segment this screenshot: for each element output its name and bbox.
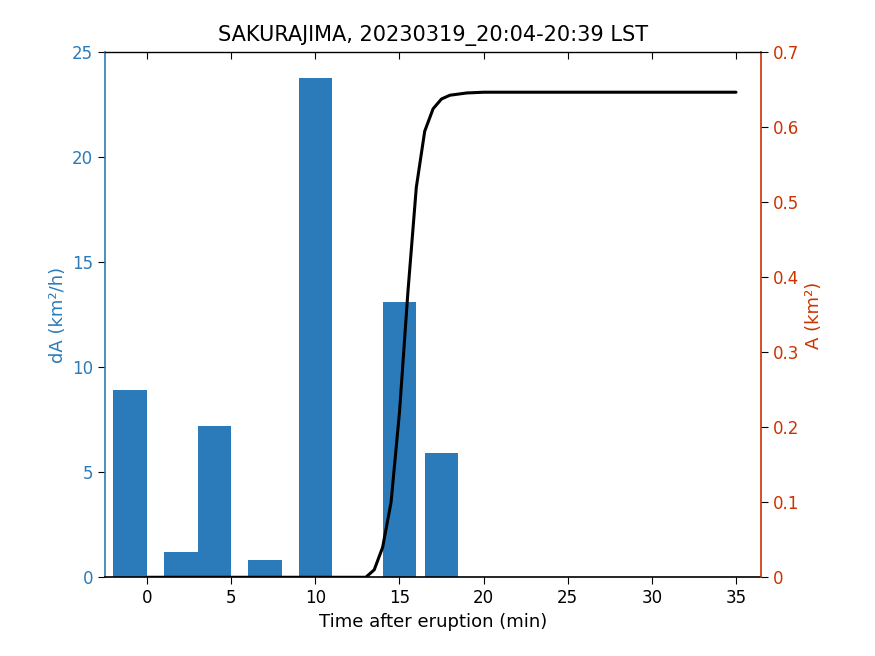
Y-axis label: A (km²): A (km²) — [805, 281, 823, 348]
Bar — [198, 426, 231, 577]
Bar — [298, 77, 332, 577]
Title: SAKURAJIMA, 20230319_20:04-20:39 LST: SAKURAJIMA, 20230319_20:04-20:39 LST — [218, 26, 648, 47]
Bar — [424, 453, 458, 577]
Bar — [114, 390, 147, 577]
X-axis label: Time after eruption (min): Time after eruption (min) — [319, 613, 547, 630]
Bar — [164, 552, 198, 577]
Bar — [248, 560, 282, 577]
Bar — [382, 302, 416, 577]
Y-axis label: dA (km²/h): dA (km²/h) — [48, 267, 66, 363]
